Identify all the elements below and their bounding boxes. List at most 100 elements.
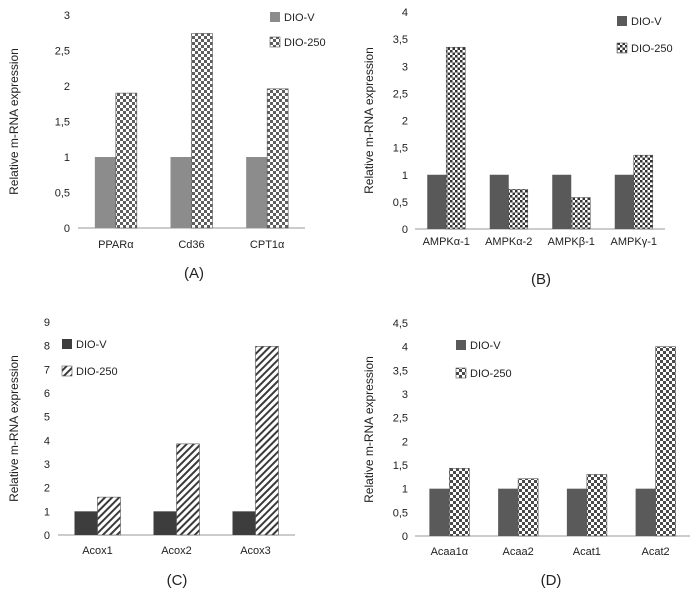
legend-swatch-dio-250 — [61, 365, 73, 377]
y-tick-label: 6 — [44, 388, 50, 400]
y-tick-label: 3 — [44, 459, 50, 471]
legend-swatch-dio-v — [270, 12, 280, 22]
bar-dio-v-3 — [246, 157, 268, 228]
y-tick-label: 2 — [44, 483, 50, 495]
y-tick-label: 2,5 — [55, 46, 70, 58]
bar-dio-250-2 — [508, 189, 529, 230]
y-tick-label: 0 — [44, 530, 50, 542]
bar-dio-v-2 — [153, 511, 177, 535]
y-tick-label: 1 — [402, 170, 408, 182]
bar-dio-v-1 — [94, 157, 116, 228]
y-tick-label: 4 — [402, 7, 408, 19]
legend-label-dio-250: DIO-250 — [76, 366, 118, 378]
chart-panel-b: 0 0,5 1 1,5 2 2,5 3 3,5 4 Relative m-RNA expressi… — [362, 7, 673, 288]
bar-dio-250-1 — [445, 46, 466, 230]
chart-panel-a: 0 0,5 1 1,5 2 2,5 3 Relative m-RNA expression PP… — [7, 10, 326, 282]
panel-label: (A) — [184, 265, 204, 282]
y-axis-title: Relative m-RNA expression — [362, 47, 376, 194]
bar-dio-v-3 — [566, 488, 587, 536]
category-label: Cd36 — [178, 239, 204, 251]
legend-label-dio-v: DIO-V — [631, 16, 662, 28]
y-tick-label: 0 — [402, 531, 408, 543]
legend-label-dio-v: DIO-V — [284, 12, 315, 24]
legend-swatch-dio-250 — [269, 36, 281, 48]
bar-dio-v-1 — [429, 488, 450, 536]
legend-swatch-dio-250 — [616, 42, 628, 54]
category-label: Acaa2 — [503, 546, 534, 558]
bar-dio-v-1 — [74, 511, 98, 535]
bar-dio-v-2 — [498, 488, 519, 536]
y-tick-label: 0,5 — [393, 507, 408, 519]
bar-dio-250-3 — [255, 346, 279, 536]
bar-dio-v-2 — [489, 174, 509, 229]
y-tick-label: 1,5 — [55, 117, 70, 129]
bar-dio-250-3 — [570, 197, 591, 230]
y-tick-label: 2 — [64, 81, 70, 93]
category-label: Acaa1α — [431, 546, 469, 558]
bar-dio-v-1 — [427, 174, 447, 229]
category-label: Acat2 — [642, 546, 670, 558]
legend-swatch-dio-v — [62, 339, 72, 349]
category-label: Acat1 — [573, 546, 601, 558]
bar-dio-v-4 — [635, 488, 656, 536]
y-tick-label: 0,5 — [393, 197, 408, 209]
category-label: PPARα — [98, 239, 134, 251]
legend-label-dio-250: DIO-250 — [284, 37, 326, 49]
panel-label: (C) — [167, 572, 188, 589]
bar-dio-250-3 — [586, 474, 608, 537]
y-tick-label: 0,5 — [55, 188, 70, 200]
category-label: AMPKα-1 — [423, 236, 470, 248]
y-tick-label: 4 — [44, 435, 50, 447]
y-tick-label: 1,5 — [393, 143, 408, 155]
y-axis-title: Relative m-RNA expression — [7, 48, 21, 195]
bar-dio-250-4 — [655, 346, 676, 537]
y-tick-label: 4,5 — [393, 318, 408, 330]
legend-label-dio-250: DIO-250 — [470, 368, 512, 380]
bar-dio-v-3 — [232, 511, 256, 535]
y-tick-label: 7 — [44, 364, 50, 376]
category-label: Acox2 — [161, 545, 192, 557]
panel-label: (B) — [531, 271, 551, 288]
bar-dio-250-1 — [449, 468, 470, 537]
legend-label-dio-v: DIO-V — [76, 339, 107, 351]
category-label: Acox1 — [82, 545, 113, 557]
legend-label-dio-250: DIO-250 — [631, 43, 673, 55]
y-tick-label: 5 — [44, 412, 50, 424]
legend-swatch-dio-v — [617, 16, 627, 26]
y-tick-label: 0 — [64, 223, 70, 235]
y-tick-label: 1 — [402, 484, 408, 496]
bar-dio-v-4 — [614, 174, 634, 229]
y-tick-label: 3,5 — [393, 34, 408, 46]
y-tick-label: 2 — [402, 436, 408, 448]
y-axis-title: Relative m-RNA expression — [362, 356, 376, 503]
y-tick-label: 3 — [402, 61, 408, 73]
bar-dio-250-4 — [633, 154, 654, 230]
y-tick-label: 8 — [44, 341, 50, 353]
y-tick-label: 1 — [64, 152, 70, 164]
bar-dio-250-3 — [266, 88, 289, 229]
y-tick-label: 2,5 — [393, 413, 408, 425]
y-tick-label: 1,5 — [393, 460, 408, 472]
y-tick-label: 1 — [44, 506, 50, 518]
category-label: AMPKα-2 — [485, 236, 532, 248]
y-tick-label: 3 — [402, 389, 408, 401]
y-tick-label: 3,5 — [393, 365, 408, 377]
y-tick-label: 4 — [402, 342, 408, 354]
y-tick-label: 2,5 — [393, 88, 408, 100]
bar-dio-250-2 — [191, 33, 213, 229]
y-tick-label: 3 — [64, 10, 70, 22]
bar-dio-v-2 — [170, 157, 192, 228]
legend-swatch-dio-v — [456, 340, 466, 350]
bar-dio-250-1 — [115, 92, 138, 229]
bar-dio-250-2 — [176, 443, 200, 536]
category-label: AMPKβ-1 — [548, 236, 595, 248]
y-tick-label: 2 — [402, 116, 408, 128]
category-label: Acox3 — [240, 545, 271, 557]
bar-dio-250-1 — [97, 496, 121, 536]
category-label: CPT1α — [250, 239, 285, 251]
chart-panel-c: 0 1 2 3 4 5 6 7 8 9 Relative m-RNA expression Acox1… — [7, 317, 295, 589]
y-tick-label: 9 — [44, 317, 50, 329]
bar-dio-250-2 — [517, 478, 539, 537]
bar-dio-v-3 — [552, 174, 572, 229]
